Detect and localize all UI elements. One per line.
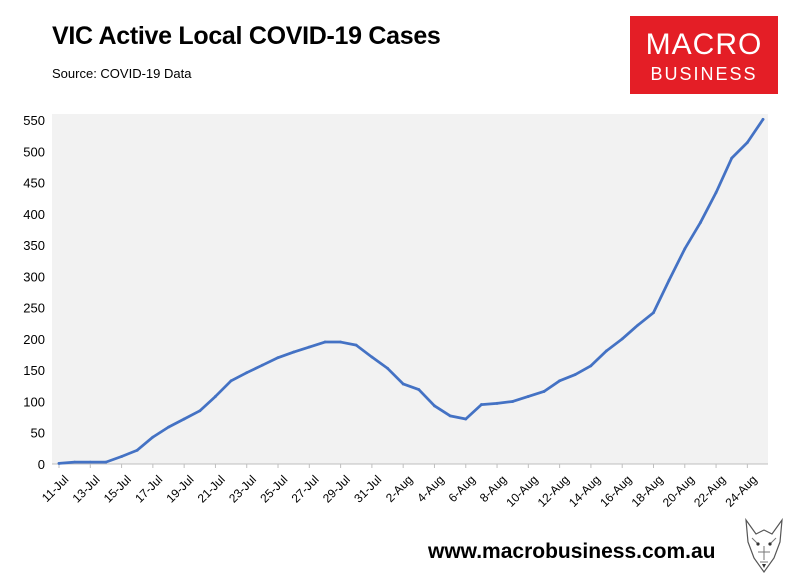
x-tick-label: 14-Aug — [566, 472, 603, 509]
data-point — [511, 400, 515, 403]
y-tick-label: 0 — [38, 457, 45, 472]
chart-source: Source: COVID-19 Data — [52, 66, 192, 81]
data-point — [761, 117, 765, 121]
data-point — [636, 323, 640, 327]
x-tick-label: 11-Jul — [39, 472, 71, 504]
x-tick-label: 29-Jul — [320, 472, 353, 505]
data-point — [433, 404, 436, 408]
y-tick-label: 250 — [23, 301, 45, 316]
x-tick-label: 13-Jul — [70, 472, 103, 505]
data-point — [370, 355, 374, 359]
logo-line-1: MACRO — [645, 28, 763, 61]
fox-mascot-icon — [745, 517, 783, 574]
data-point — [495, 401, 499, 405]
data-point — [652, 311, 655, 315]
plot-area — [52, 114, 768, 464]
data-point — [448, 414, 452, 418]
data-point — [339, 340, 342, 344]
series-layer — [57, 117, 765, 465]
data-point — [182, 417, 186, 421]
data-point — [214, 395, 217, 398]
data-point — [699, 221, 702, 224]
y-tick-label: 200 — [23, 332, 45, 347]
data-point — [323, 340, 327, 344]
data-point — [104, 460, 108, 464]
data-point — [667, 278, 671, 282]
y-tick-label: 400 — [23, 207, 45, 222]
x-tick-label: 31-Jul — [351, 472, 384, 505]
y-tick-label: 500 — [23, 144, 45, 159]
data-point — [714, 191, 718, 194]
data-point — [542, 390, 546, 393]
y-tick-label: 350 — [23, 238, 45, 253]
data-point — [167, 425, 170, 429]
footer-url: www.macrobusiness.com.au — [428, 540, 716, 563]
x-tick-label: 25-Jul — [257, 472, 290, 505]
x-tick-label: 27-Jul — [289, 472, 322, 505]
y-tick-label: 550 — [23, 113, 45, 128]
data-point — [73, 460, 77, 464]
x-tick-label: 21-Jul — [195, 472, 228, 505]
x-tick-label: 22-Aug — [691, 472, 728, 509]
y-tick-label: 150 — [23, 363, 45, 378]
data-point — [354, 343, 358, 347]
data-point — [417, 388, 421, 391]
x-tick-label: 15-Jul — [101, 472, 134, 505]
y-axis: 0 50 100 150 200 250 300 350 400 450 500 550 — [23, 113, 45, 472]
x-tick-label: 4-Aug — [414, 472, 447, 505]
data-point — [401, 382, 405, 386]
data-point — [260, 363, 264, 367]
macrobusiness-logo: MACRO BUSINESS — [630, 16, 778, 94]
data-point — [620, 337, 624, 341]
data-point — [464, 417, 468, 421]
data-point — [307, 345, 311, 349]
data-point — [589, 364, 593, 368]
data-point — [276, 356, 280, 360]
data-point — [683, 247, 687, 251]
data-point — [245, 371, 249, 375]
data-point — [745, 141, 749, 144]
x-tick-label: 20-Aug — [660, 472, 697, 509]
data-point — [88, 460, 92, 464]
data-point — [730, 156, 734, 160]
y-tick-label: 50 — [31, 426, 45, 441]
data-point — [120, 455, 123, 458]
data-point — [480, 403, 483, 406]
data-point — [198, 409, 202, 413]
data-point — [229, 379, 233, 383]
x-tick-label: 23-Jul — [226, 472, 259, 505]
x-tick-label: 18-Aug — [629, 472, 666, 509]
series-line — [57, 117, 765, 465]
y-tick-label: 100 — [23, 394, 45, 409]
x-tick-label: 2-Aug — [383, 472, 416, 505]
x-axis: 11-Jul13-Jul15-Jul17-Jul19-Jul21-Jul23-J… — [39, 464, 760, 510]
x-tick-label: 12-Aug — [535, 472, 572, 509]
data-point — [573, 373, 577, 376]
x-tick-label: 6-Aug — [446, 472, 479, 505]
data-point — [292, 350, 296, 354]
x-tick-label: 10-Aug — [503, 472, 540, 509]
data-point — [386, 366, 389, 370]
data-point — [135, 448, 139, 452]
x-tick-label: 17-Jul — [132, 472, 165, 505]
x-tick-label: 24-Aug — [722, 472, 759, 509]
x-tick-label: 16-Aug — [597, 472, 634, 509]
data-point — [57, 461, 61, 465]
data-point — [151, 435, 155, 439]
data-point — [558, 379, 562, 383]
chart-title: VIC Active Local COVID-19 Cases — [52, 22, 441, 50]
logo-line-2: BUSINESS — [650, 64, 758, 84]
y-tick-label: 450 — [23, 176, 45, 191]
y-tick-label: 300 — [23, 269, 45, 284]
x-tick-label: 19-Jul — [163, 472, 196, 505]
data-point — [605, 349, 608, 353]
data-point — [526, 395, 530, 398]
